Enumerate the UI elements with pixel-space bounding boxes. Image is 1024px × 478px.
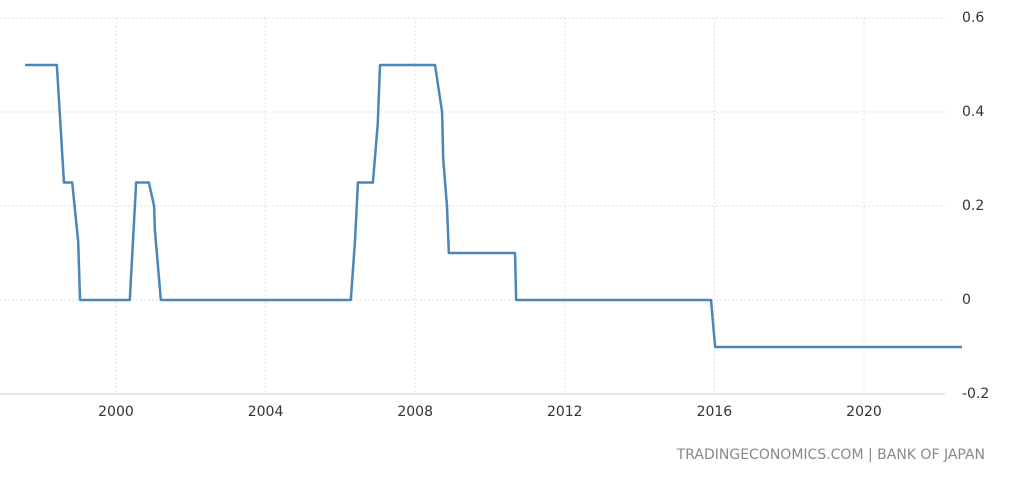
y-tick-label: 0: [962, 292, 971, 308]
y-tick-label: 0.6: [962, 10, 984, 26]
x-tick-label: 2020: [846, 404, 882, 420]
x-tick-label: 2016: [697, 404, 733, 420]
y-tick-label: 0.2: [962, 198, 984, 214]
x-tick-label: 2012: [547, 404, 583, 420]
y-tick-label: 0.4: [962, 104, 984, 120]
x-tick-label: 2008: [397, 404, 433, 420]
y-tick-label: -0.2: [962, 386, 989, 402]
x-tick-label: 2000: [98, 404, 134, 420]
line: [25, 63, 962, 349]
x-tick-label: 2004: [248, 404, 284, 420]
source: TRADINGECONOMICS.COM | BANK OF JAPAN: [676, 447, 985, 463]
